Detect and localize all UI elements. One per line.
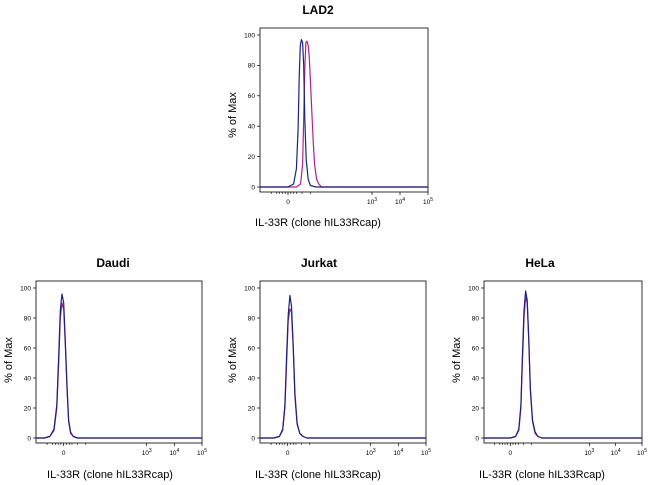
- histogram-panel-hela: HeLa IL-33R (clone hIL33Rcap) % of Max 0…: [451, 256, 647, 481]
- plot-frame: [483, 280, 643, 444]
- x-tick-label: 103: [142, 448, 152, 457]
- x-tick-label: 0: [62, 450, 66, 457]
- x-tick-label: 103: [366, 448, 376, 457]
- x-tick-label: 105: [423, 197, 433, 206]
- y-tick-label: 100: [244, 285, 255, 292]
- y-tick-label: 80: [248, 315, 256, 322]
- y-tick-label: 40: [472, 375, 480, 382]
- plot-frame: [259, 280, 427, 444]
- plot-frame: [35, 280, 203, 444]
- y-tick-label: 60: [24, 345, 32, 352]
- y-axis-label: % of Max: [451, 337, 463, 383]
- y-tick-label: 100: [244, 32, 255, 39]
- histogram-panel-jurkat: Jurkat IL-33R (clone hIL33Rcap) % of Max…: [227, 256, 431, 481]
- histogram-panel-daudi: Daudi IL-33R (clone hIL33Rcap) % of Max …: [3, 256, 207, 481]
- x-axis-label: IL-33R (clone hIL33Rcap): [479, 469, 605, 481]
- histogram-series-line: [484, 296, 642, 439]
- y-tick-label: 0: [251, 435, 255, 442]
- y-tick-label: 0: [475, 435, 479, 442]
- x-tick-label: 105: [197, 448, 207, 457]
- x-axis-label: IL-33R (clone hIL33Rcap): [255, 217, 381, 229]
- y-tick-label: 20: [472, 405, 480, 412]
- histogram-series-line: [484, 290, 642, 439]
- x-tick-label: 104: [611, 448, 621, 457]
- x-tick-label: 104: [395, 197, 405, 206]
- x-tick-label: 0: [286, 450, 290, 457]
- histogram-series-line: [260, 294, 426, 439]
- y-tick-label: 20: [248, 405, 256, 412]
- y-tick-label: 0: [251, 184, 255, 191]
- histogram-series-line: [260, 40, 428, 188]
- chart-title: HeLa: [525, 256, 555, 270]
- y-tick-label: 40: [24, 375, 32, 382]
- y-tick-label: 80: [472, 315, 480, 322]
- y-axis-label: % of Max: [3, 337, 15, 383]
- x-tick-label: 104: [393, 448, 403, 457]
- y-tick-label: 40: [248, 375, 256, 382]
- y-axis-label: % of Max: [227, 92, 239, 138]
- histogram-series-line: [260, 39, 428, 188]
- x-tick-label: 105: [637, 448, 647, 457]
- x-tick-label: 105: [421, 448, 431, 457]
- y-tick-label: 80: [24, 315, 32, 322]
- y-tick-label: 80: [248, 63, 256, 70]
- chart-title: LAD2: [302, 3, 334, 17]
- plot-frame: [259, 27, 429, 193]
- histogram-panel-lad2: LAD2 IL-33R (clone hIL33Rcap) % of Max 0…: [227, 3, 433, 229]
- y-tick-label: 60: [248, 345, 256, 352]
- y-tick-label: 40: [248, 124, 256, 131]
- x-tick-label: 104: [169, 448, 179, 457]
- histogram-series-line: [36, 293, 202, 439]
- y-tick-label: 20: [24, 405, 32, 412]
- y-tick-label: 60: [472, 345, 480, 352]
- x-tick-label: 103: [367, 197, 377, 206]
- x-tick-label: 0: [509, 450, 513, 457]
- x-tick-label: 103: [584, 448, 594, 457]
- y-tick-label: 0: [27, 435, 31, 442]
- histogram-series-line: [36, 302, 202, 439]
- chart-title: Jurkat: [301, 256, 337, 270]
- y-axis-label: % of Max: [227, 337, 239, 383]
- y-tick-label: 60: [248, 93, 256, 100]
- x-tick-label: 0: [286, 199, 290, 206]
- histogram-series-line: [260, 308, 426, 439]
- y-tick-label: 20: [248, 154, 256, 161]
- chart-title: Daudi: [96, 256, 129, 270]
- y-tick-label: 100: [20, 285, 31, 292]
- x-axis-label: IL-33R (clone hIL33Rcap): [47, 469, 173, 481]
- x-axis-label: IL-33R (clone hIL33Rcap): [255, 469, 381, 481]
- y-tick-label: 100: [468, 285, 479, 292]
